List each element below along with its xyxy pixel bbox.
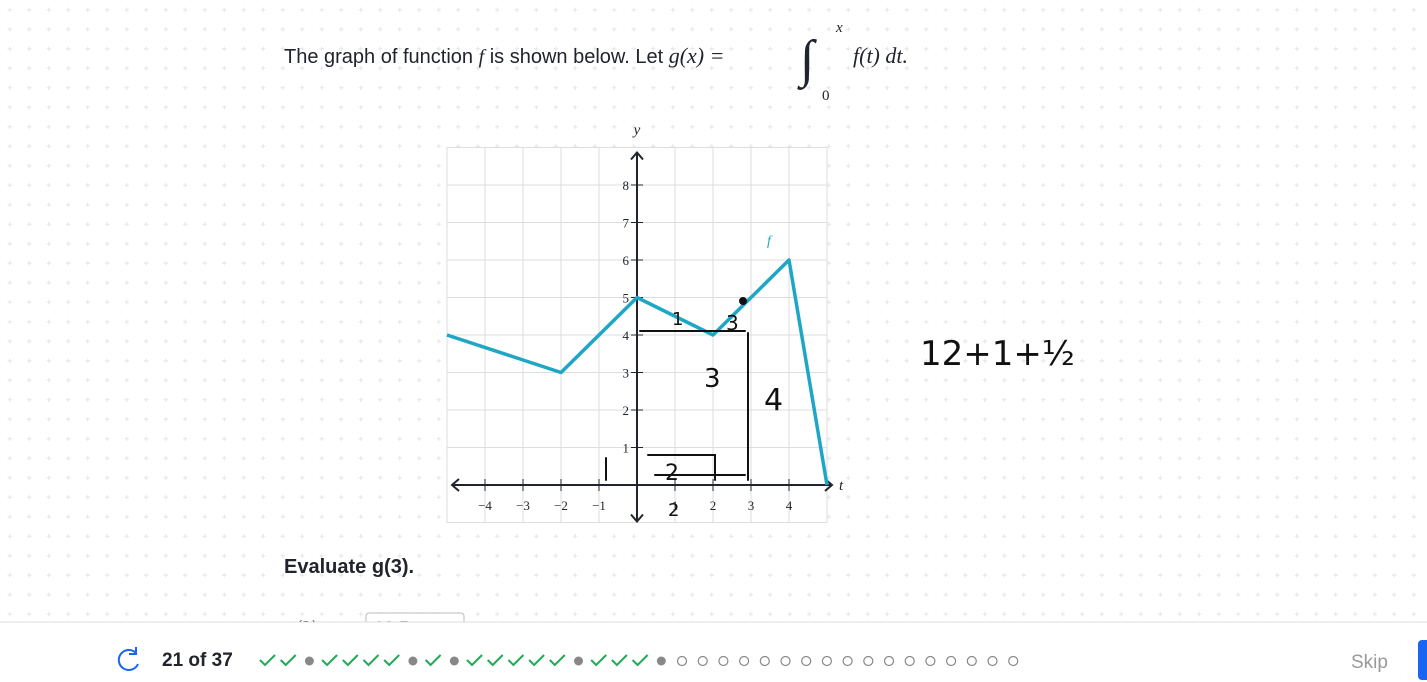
prompt-text: The graph of function (284, 46, 473, 68)
progress-pending (842, 655, 853, 667)
integral-upper: x (835, 20, 843, 36)
progress-correct (424, 654, 442, 667)
question: Evaluate g(3). (284, 556, 414, 578)
y-axis-arrow (630, 150, 644, 524)
series-line (446, 258, 829, 486)
progress-pending (966, 655, 977, 667)
progress-pending (1008, 655, 1019, 667)
progress-correct (279, 654, 297, 667)
progress-correct (362, 654, 380, 667)
progress-pending (759, 655, 770, 667)
formula-lhs: g(x) = (669, 43, 725, 68)
y-tick-label: 3 (623, 366, 630, 381)
progress-skipped (656, 656, 666, 666)
skip-button[interactable]: Skip (1351, 652, 1388, 673)
progress-pending (738, 655, 750, 667)
annotation: 4 (764, 383, 783, 418)
annotation: 12+1+½ (920, 334, 1075, 374)
progress-pending (883, 655, 895, 667)
annotation: 2 (665, 461, 679, 486)
y-tick-label: 2 (623, 403, 630, 418)
progress-correct (321, 654, 338, 667)
progress-pending (718, 655, 729, 667)
prompt-f: f (479, 46, 487, 68)
y-tick-label: 8 (623, 178, 630, 193)
footer (0, 622, 1427, 682)
scribble-lines (605, 330, 749, 481)
progress-correct (342, 654, 359, 667)
annotation: 3 (704, 364, 721, 394)
progress-correct (507, 654, 525, 667)
y-tick-label: 1 (623, 441, 630, 456)
annotation: 2 (668, 500, 679, 521)
progress-skipped (304, 656, 314, 666)
x-tick-label: −2 (554, 498, 568, 513)
progress-pending (780, 655, 791, 667)
progress-count: 21 of 37 (162, 650, 233, 671)
integral-lower: 0 (822, 88, 830, 104)
progress-correct (631, 654, 649, 667)
progress-pending (821, 655, 833, 667)
prompt: The graph of function f is shown below. … (284, 43, 724, 68)
progress-pending (925, 655, 936, 667)
x-tick-label: 2 (710, 498, 717, 513)
scribbles (605, 297, 749, 481)
progress-correct (528, 654, 545, 667)
progress-pending (904, 655, 915, 667)
progress-pending (801, 655, 812, 667)
progress-skipped (574, 656, 583, 666)
progress-skipped (408, 656, 418, 666)
integral-sign: ∫ (797, 31, 817, 90)
scribble-dot (739, 297, 747, 305)
progress-correct (486, 654, 504, 667)
x-tick-label: −4 (478, 498, 492, 513)
progress-pending (863, 655, 874, 667)
x-tick-label: −1 (592, 498, 606, 513)
y-tick-label: 5 (623, 291, 630, 306)
restart-icon[interactable] (117, 647, 139, 671)
progress-correct (383, 654, 400, 667)
y-tick-label: 4 (623, 328, 630, 343)
x-tick-label: 4 (786, 498, 793, 513)
check-button[interactable] (1418, 640, 1427, 680)
x-tick-label: 3 (748, 498, 755, 513)
progress-pending (945, 655, 957, 667)
progress-pending (697, 655, 708, 667)
x-tick-label: −3 (516, 498, 530, 513)
x-tick-label: 1 (672, 498, 679, 513)
progress-correct (259, 654, 276, 667)
integrand: f(t) dt. (853, 43, 908, 68)
progress-correct (549, 654, 566, 667)
annotation: 3 (726, 311, 739, 335)
y-tick-label: 7 (623, 216, 630, 231)
progress-bar (259, 654, 1019, 667)
x-axis-label: t (839, 478, 844, 494)
y-tick-label: 6 (623, 253, 630, 268)
series-label: f (767, 234, 773, 249)
progress-correct (611, 654, 628, 667)
progress-correct (590, 654, 607, 667)
prompt-text: is shown below. Let (490, 46, 664, 68)
y-axis-label: y (632, 123, 641, 139)
progress-pending (987, 655, 998, 667)
progress-skipped (449, 656, 459, 666)
annotation: 1 (672, 309, 683, 330)
progress-pending (676, 655, 688, 667)
progress-correct (466, 654, 483, 667)
